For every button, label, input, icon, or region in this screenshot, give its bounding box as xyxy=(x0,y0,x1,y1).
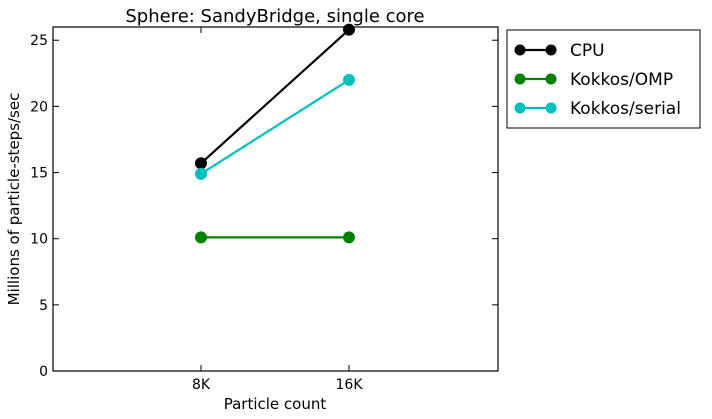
legend-item-kokkos-omp: Kokkos/OMP xyxy=(514,70,673,90)
legend-item-kokkos-serial: Kokkos/serial xyxy=(514,99,681,119)
legend-marker xyxy=(545,73,557,85)
series-layer xyxy=(195,23,355,244)
legend-items: CPU Kokkos/OMP Kokkos/serial xyxy=(514,41,681,119)
y-tick-label: 0 xyxy=(39,364,48,380)
x-tick-label: 16K xyxy=(336,377,364,393)
data-point-cpu xyxy=(343,23,355,36)
y-tick-label: 15 xyxy=(30,166,48,182)
legend: CPU Kokkos/OMP Kokkos/serial xyxy=(506,29,701,129)
data-point-kokkos-omp xyxy=(343,231,355,244)
data-point-cpu xyxy=(195,157,207,170)
data-point-kokkos-serial xyxy=(195,167,207,180)
y-axis-label: Millions of particle-steps/sec xyxy=(5,93,23,306)
legend-marker xyxy=(545,44,557,56)
x-axis-label: Particle count xyxy=(224,395,327,413)
legend-label: CPU xyxy=(570,41,605,61)
series-line-cpu xyxy=(200,28,350,165)
y-tick-label: 5 xyxy=(39,298,48,314)
legend-marker xyxy=(545,102,557,114)
y-tick-label: 20 xyxy=(30,99,48,115)
data-point-kokkos-omp xyxy=(195,231,207,244)
x-tick-label: 8K xyxy=(192,377,211,393)
y-axis: 0 5 10 15 20 25 xyxy=(30,33,498,380)
legend-item-cpu: CPU xyxy=(514,41,605,61)
data-point-kokkos-serial xyxy=(343,73,355,86)
chart-title: Sphere: SandyBridge, single core xyxy=(125,6,424,27)
y-tick-label: 25 xyxy=(30,33,48,49)
y-tick-label: 10 xyxy=(30,232,48,248)
series-line-kokkos-serial xyxy=(200,78,350,175)
legend-marker xyxy=(514,73,526,85)
legend-marker xyxy=(514,44,526,56)
legend-label: Kokkos/serial xyxy=(570,99,681,119)
plot-area xyxy=(52,26,499,372)
legend-marker xyxy=(514,102,526,114)
legend-label: Kokkos/OMP xyxy=(570,70,673,90)
